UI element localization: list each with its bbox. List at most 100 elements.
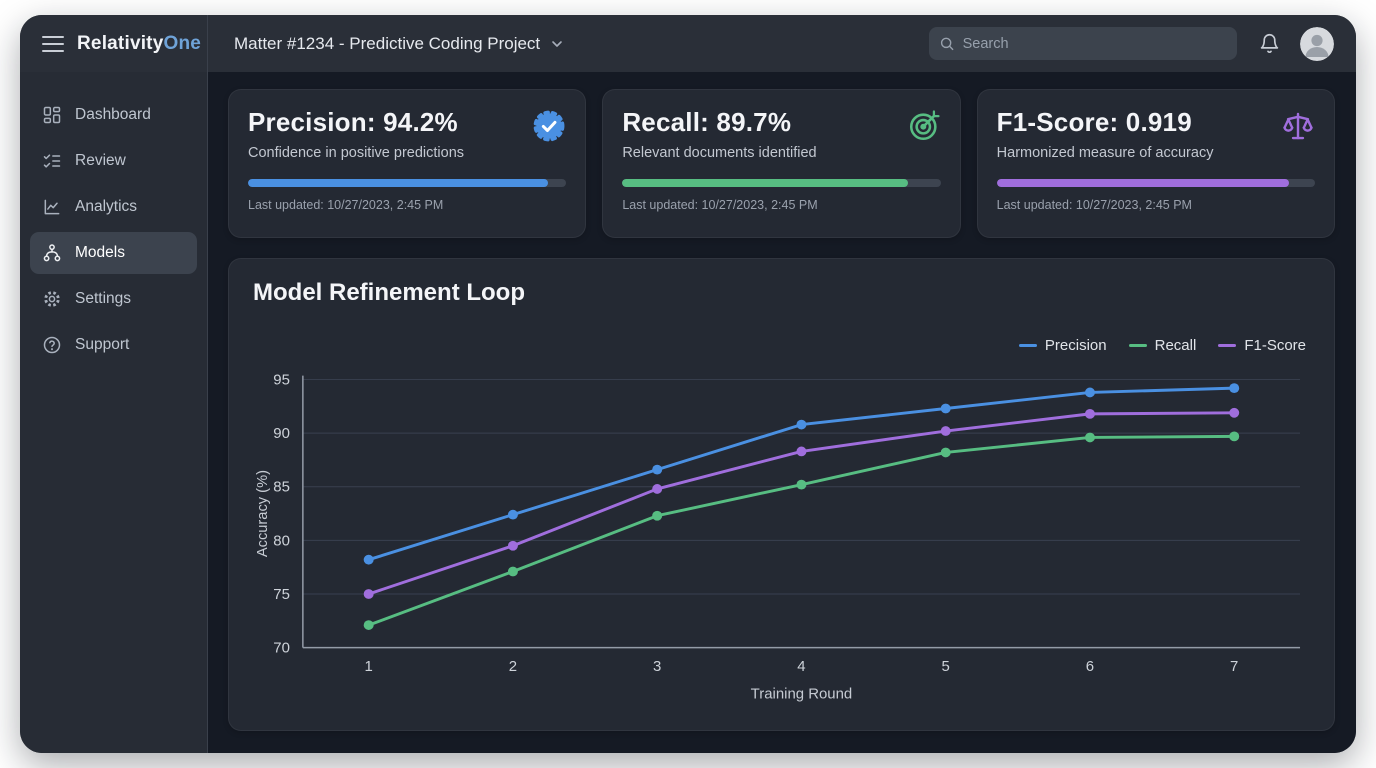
- legend-item-recall: Recall: [1128, 337, 1197, 354]
- data-point-recall: [1229, 431, 1240, 442]
- precision-metric-subtitle: Confidence in positive predictions: [248, 145, 465, 161]
- data-point-precision: [1229, 383, 1240, 394]
- legend-item-f1-score: F1-Score: [1218, 337, 1306, 354]
- data-point-precision: [507, 509, 518, 520]
- sidebar-item-support[interactable]: Support: [30, 324, 197, 366]
- search-icon: [940, 37, 954, 51]
- recall-metric-card: Recall: 89.7% Relevant documents identif…: [602, 89, 961, 238]
- app-window: RelativityOne Matter #1234 - Predictive …: [20, 15, 1356, 753]
- sidebar-item-label: Analytics: [75, 198, 138, 215]
- x-tick-label: 1: [365, 659, 373, 675]
- review-checklist-icon: [43, 154, 61, 168]
- chevron-down-icon: [552, 40, 562, 47]
- matter-title-text: Matter #1234 - Predictive Coding Project: [234, 33, 541, 53]
- f1-score-metric-subtitle: Harmonized measure of accuracy: [996, 145, 1214, 161]
- recall-metric-subtitle: Relevant documents identified: [622, 145, 817, 161]
- user-avatar[interactable]: [1300, 26, 1334, 61]
- search-input[interactable]: [962, 35, 1227, 52]
- data-point-recall: [1084, 432, 1095, 443]
- scales-icon: [1281, 109, 1315, 148]
- y-tick-label: 75: [273, 587, 290, 603]
- verified-badge-icon: [532, 109, 566, 148]
- topbar: RelativityOne Matter #1234 - Predictive …: [20, 15, 1356, 72]
- models-hierarchy-icon: [43, 244, 61, 262]
- search-box[interactable]: [929, 27, 1237, 60]
- x-tick-label: 6: [1086, 659, 1094, 675]
- precision-last-updated: Last updated: 10/27/2023, 2:45 PM: [248, 198, 444, 212]
- data-point-f1-score: [1084, 408, 1095, 419]
- legend-item-precision: Precision: [1018, 337, 1107, 354]
- data-point-recall: [363, 620, 374, 630]
- sidebar: Dashboard Review Analytics Models Settin…: [20, 72, 208, 753]
- x-tick-label: 2: [509, 659, 517, 675]
- app-logo: RelativityOne: [77, 33, 201, 55]
- data-point-recall: [507, 566, 518, 577]
- precision-metric-card: Precision: 94.2% Confidence in positive …: [228, 89, 587, 238]
- f1-score-last-updated: Last updated: 10/27/2023, 2:45 PM: [996, 198, 1192, 212]
- x-tick-label: 3: [653, 659, 661, 675]
- sidebar-item-label: Dashboard: [75, 106, 151, 123]
- data-point-f1-score: [1229, 407, 1240, 418]
- y-axis-title: Accuracy (%): [255, 470, 271, 557]
- data-point-f1-score: [363, 589, 374, 599]
- sidebar-item-label: Settings: [75, 290, 132, 307]
- settings-gear-icon: [44, 291, 60, 307]
- topbar-logo-area: RelativityOne: [20, 15, 208, 72]
- f1-score-metric-title: F1-Score: 0.919: [996, 107, 1192, 137]
- series-line-f1-score: [367, 411, 1236, 596]
- metric-cards-row: Precision: 94.2% Confidence in positive …: [228, 89, 1335, 238]
- sidebar-item-review[interactable]: Review: [30, 140, 197, 182]
- logo-accent-text: One: [163, 32, 202, 54]
- y-tick-label: 90: [273, 426, 290, 442]
- data-point-f1-score: [507, 540, 518, 551]
- legend-label: Recall: [1154, 337, 1197, 354]
- y-tick-label: 95: [273, 373, 290, 389]
- analytics-chart-icon: [44, 199, 60, 215]
- recall-last-updated: Last updated: 10/27/2023, 2:45 PM: [622, 198, 818, 212]
- legend-swatch: [1018, 343, 1037, 348]
- legend-label: F1-Score: [1244, 337, 1306, 354]
- line-chart-svg: 70 75 80 85 90 95 1 2 3 4 5 6 7 Training Round Accurac…: [255, 373, 1301, 703]
- sidebar-item-label: Review: [75, 152, 126, 169]
- sidebar-item-settings[interactable]: Settings: [30, 278, 197, 320]
- f1-score-progress-bar: [996, 179, 1315, 187]
- data-point-recall: [796, 479, 807, 490]
- recall-metric-title: Recall: 89.7%: [622, 107, 792, 137]
- main-content: Precision: 94.2% Confidence in positive …: [208, 72, 1356, 753]
- sidebar-item-label: Support: [75, 336, 130, 353]
- sidebar-item-models[interactable]: Models: [30, 232, 197, 274]
- dashboard-icon: [43, 106, 61, 124]
- data-point-recall: [652, 510, 663, 521]
- series-line-recall: [367, 434, 1236, 627]
- data-point-recall: [940, 447, 951, 458]
- model-refinement-chart-card: Model Refinement Loop Precision Recall F1-…: [228, 258, 1335, 731]
- y-tick-label: 70: [273, 641, 290, 657]
- sidebar-item-dashboard[interactable]: Dashboard: [30, 94, 197, 136]
- legend-swatch: [1218, 343, 1237, 348]
- precision-metric-title: Precision: 94.2%: [248, 107, 458, 137]
- support-question-icon: [43, 336, 61, 354]
- matter-selector[interactable]: Matter #1234 - Predictive Coding Project: [234, 34, 565, 54]
- f1-score-metric-card: F1-Score: 0.919 Harmonized measure of ac…: [976, 89, 1335, 238]
- data-point-precision: [652, 464, 663, 475]
- legend-label: Precision: [1044, 337, 1107, 354]
- notifications-bell-icon[interactable]: [1259, 33, 1280, 54]
- data-point-precision: [796, 419, 807, 430]
- x-tick-label: 7: [1230, 659, 1238, 675]
- target-icon: [907, 109, 941, 148]
- x-tick-label: 4: [797, 659, 805, 675]
- sidebar-item-analytics[interactable]: Analytics: [30, 186, 197, 228]
- chart-legend: Precision Recall F1-Score: [253, 337, 1310, 354]
- x-tick-label: 5: [942, 659, 950, 675]
- data-point-precision: [940, 403, 951, 414]
- chart-title: Model Refinement Loop: [253, 279, 525, 306]
- logo-primary-text: Relativity: [77, 32, 164, 54]
- x-axis-title: Training Round: [751, 687, 853, 703]
- y-tick-label: 80: [273, 533, 290, 549]
- recall-progress-bar: [622, 179, 941, 187]
- data-point-f1-score: [796, 446, 807, 457]
- hamburger-menu-icon[interactable]: [42, 35, 64, 52]
- data-point-precision: [363, 554, 374, 565]
- y-tick-label: 85: [273, 480, 290, 496]
- sidebar-item-label: Models: [75, 244, 125, 261]
